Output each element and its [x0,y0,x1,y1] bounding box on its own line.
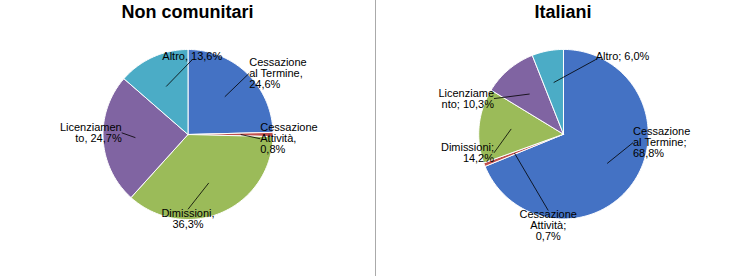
html-text:Non comunitari: Non comunitari [121,2,254,22]
svg-text:Cessazioneal Termine;68,8%: Cessazioneal Termine;68,8% [633,125,690,159]
svg-text:Dimissioni;14,2%: Dimissioni;14,2% [441,141,494,164]
svg-text:Licenziamento, 24,7%: Licenziamento, 24,7% [60,121,122,144]
svg-text:CessazioneAttività,0,8%: CessazioneAttività,0,8% [260,121,317,155]
svg-text:Licenziamento; 10,3%: Licenziamento; 10,3% [439,87,495,110]
html-text:Italiani: Italiani [534,2,592,22]
svg-text:Altro, 13,6%: Altro, 13,6% [162,50,222,62]
svg-text:Dimissioni,36,3%: Dimissioni,36,3% [161,207,214,230]
svg-text:Altro; 6,0%: Altro; 6,0% [596,50,650,62]
svg-text:CessazioneAttività;0,7%: CessazioneAttività;0,7% [520,208,577,242]
svg-text:Cessazioneal Termine,24,6%: Cessazioneal Termine,24,6% [249,56,306,90]
